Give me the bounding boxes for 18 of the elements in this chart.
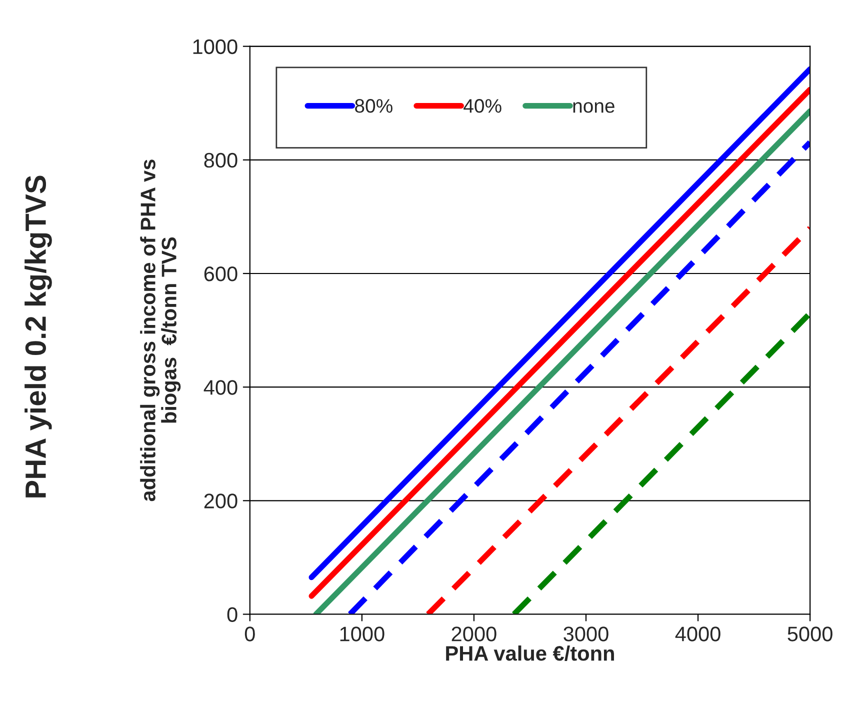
x-tick-label: 0: [244, 626, 255, 642]
y-axis-title: additional gross income of PHA vs biogas €/tonn TVS: [140, 160, 181, 502]
y-tick-label: 1000: [193, 39, 238, 54]
legend-label: 40%: [464, 99, 502, 113]
x-tick-label: 1000: [340, 626, 384, 642]
legend-label: none: [573, 102, 614, 113]
y-tick-label: 800: [204, 152, 238, 168]
x-tick-label: 4000: [675, 626, 720, 642]
legend-label: 80%: [355, 99, 392, 113]
y-tick-label: 400: [204, 380, 238, 395]
x-tick-label: 5000: [788, 626, 832, 642]
x-axis-title: PHA value €/tonn: [446, 645, 614, 661]
x-tick-label: 2000: [452, 626, 496, 642]
y-tick-label: 0: [227, 607, 238, 622]
x-tick-label: 3000: [564, 626, 608, 642]
y-tick-label: 200: [204, 494, 238, 508]
text: PHA yield 0.2 kg/kgTVS: [24, 176, 52, 498]
y-tick-label: 600: [204, 266, 238, 282]
